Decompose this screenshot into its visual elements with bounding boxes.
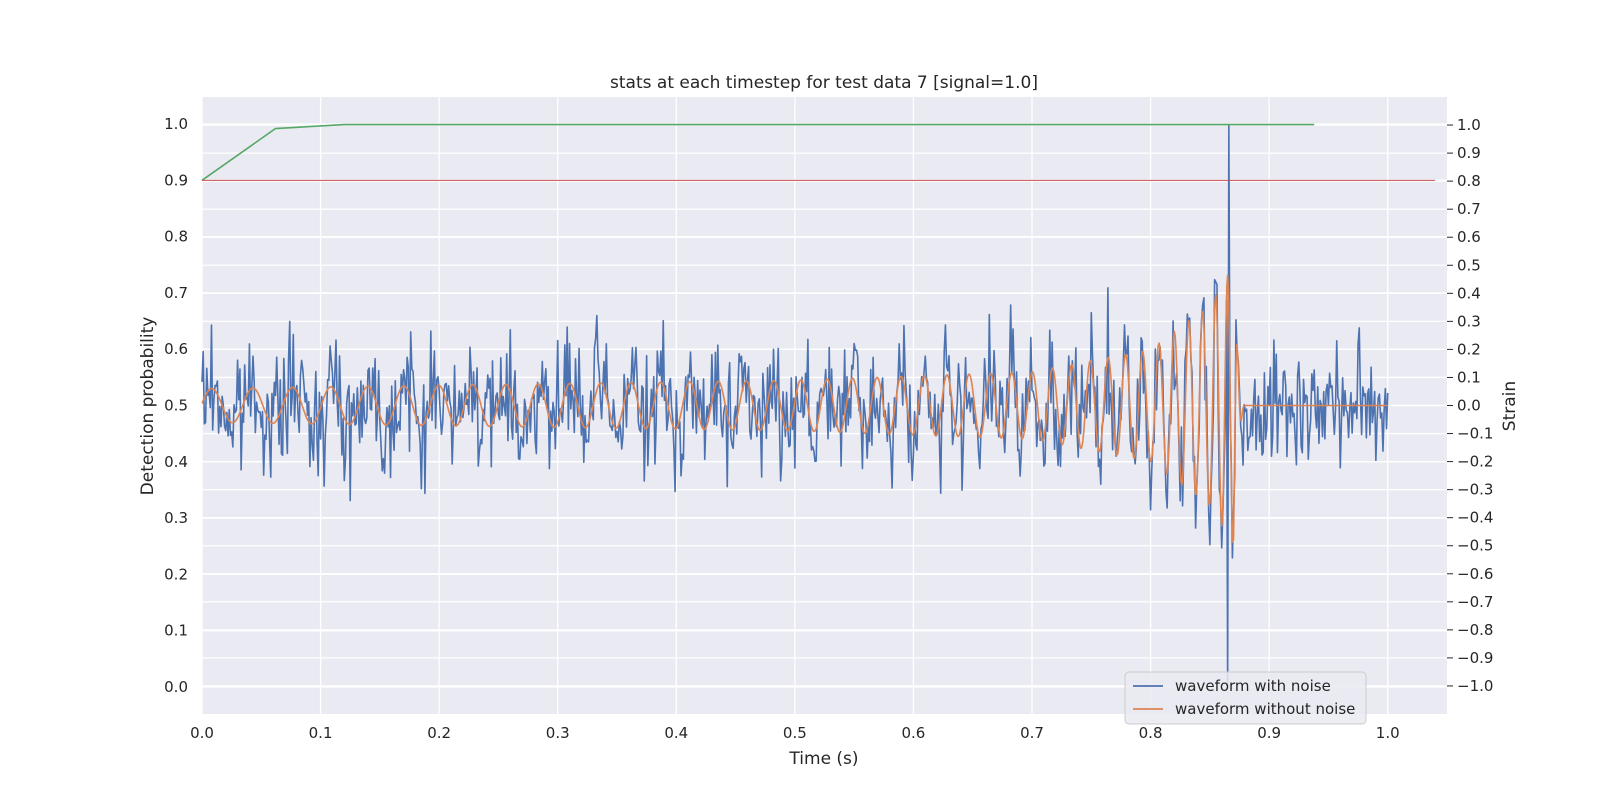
y-tick-label-right: 0.2 [1457, 340, 1481, 358]
x-tick-label: 1.0 [1376, 724, 1400, 742]
chart-title: stats at each timestep for test data 7 [… [610, 73, 1038, 93]
x-tick-label: 0.5 [783, 724, 807, 742]
x-tick-label: 0.3 [546, 724, 570, 742]
y-tick-label-right: −0.9 [1457, 649, 1493, 667]
y-tick-label-right: 0.6 [1457, 228, 1481, 246]
x-tick-label: 0.8 [1139, 724, 1163, 742]
legend-box [1124, 671, 1367, 725]
y-tick-label-right: −1.0 [1457, 677, 1493, 695]
y-tick-label-right: 0.8 [1457, 172, 1481, 190]
y-tick-label-right: 0.4 [1457, 284, 1481, 302]
x-tick-label: 0.1 [309, 724, 333, 742]
legend-label-noisy: waveform with noise [1175, 677, 1331, 695]
y-tick-label-right: 1.0 [1457, 116, 1481, 134]
legend: waveform with noise waveform without noi… [1124, 671, 1367, 725]
y-tick-label-left: 0.6 [164, 340, 188, 358]
x-axis-label: Time (s) [788, 749, 858, 769]
y-tick-label-left: 1.0 [164, 115, 188, 133]
x-tick-label: 0.7 [1020, 724, 1044, 742]
y-tick-label-right: −0.6 [1457, 565, 1493, 583]
y-axis-label-left: Detection probability [138, 317, 158, 496]
y-tick-label-right: −0.1 [1457, 425, 1493, 443]
x-tick-label: 0.9 [1257, 724, 1281, 742]
legend-label-clean: waveform without noise [1175, 700, 1355, 718]
data-layer [201, 123, 1436, 687]
y-tick-label-right: 0.5 [1457, 256, 1481, 274]
y-tick-label-left: 0.7 [164, 284, 188, 302]
y-tick-label-left: 0.8 [164, 228, 188, 246]
x-tick-label: 0.2 [427, 724, 451, 742]
y-tick-label-right: 0.0 [1457, 397, 1481, 415]
y-tick-label-right: 0.3 [1457, 312, 1481, 330]
x-tick-label: 0.0 [190, 724, 214, 742]
series-detection-probability [201, 123, 1315, 181]
y-tick-label-left: 0.2 [164, 565, 188, 583]
series-waveform-without-noise [201, 274, 1388, 543]
y-tick-label-left: 0.4 [164, 453, 188, 471]
y-tick-label-left: 0.0 [164, 678, 188, 696]
y-tick-label-left: 0.9 [164, 171, 188, 189]
y-tick-label-right: −0.2 [1457, 453, 1493, 471]
y-tick-label-right: −0.7 [1457, 593, 1493, 611]
axes-layer: 0.0 0.1 0.2 0.3 0.4 0.5 0.6 0.7 0.8 0.9 1.0 0.0 0.1 0… [164, 115, 1493, 742]
y-axis-label-right: Strain [1500, 381, 1520, 431]
x-tick-label: 0.6 [901, 724, 925, 742]
y-tick-label-right: 0.9 [1457, 144, 1481, 162]
y-tick-label-right: 0.1 [1457, 368, 1481, 386]
y-tick-label-left: 0.1 [164, 622, 188, 640]
y-tick-label-left: 0.3 [164, 509, 188, 527]
x-tick-label: 0.4 [664, 724, 688, 742]
y-tick-label-right: −0.4 [1457, 509, 1493, 527]
y-tick-label-right: 0.7 [1457, 200, 1481, 218]
y-tick-label-right: −0.5 [1457, 537, 1493, 555]
y-tick-label-right: −0.8 [1457, 621, 1493, 639]
y-tick-label-right: −0.3 [1457, 481, 1493, 499]
y-tick-label-left: 0.5 [164, 397, 188, 415]
